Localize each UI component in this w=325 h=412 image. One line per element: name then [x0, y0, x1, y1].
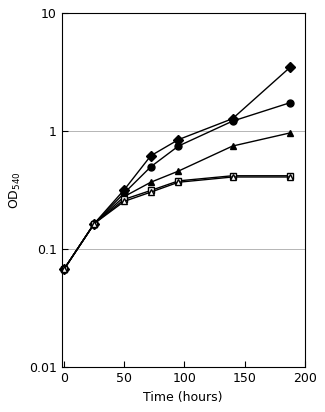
- Y-axis label: OD$_{540}$: OD$_{540}$: [8, 171, 23, 209]
- X-axis label: Time (hours): Time (hours): [143, 391, 223, 404]
